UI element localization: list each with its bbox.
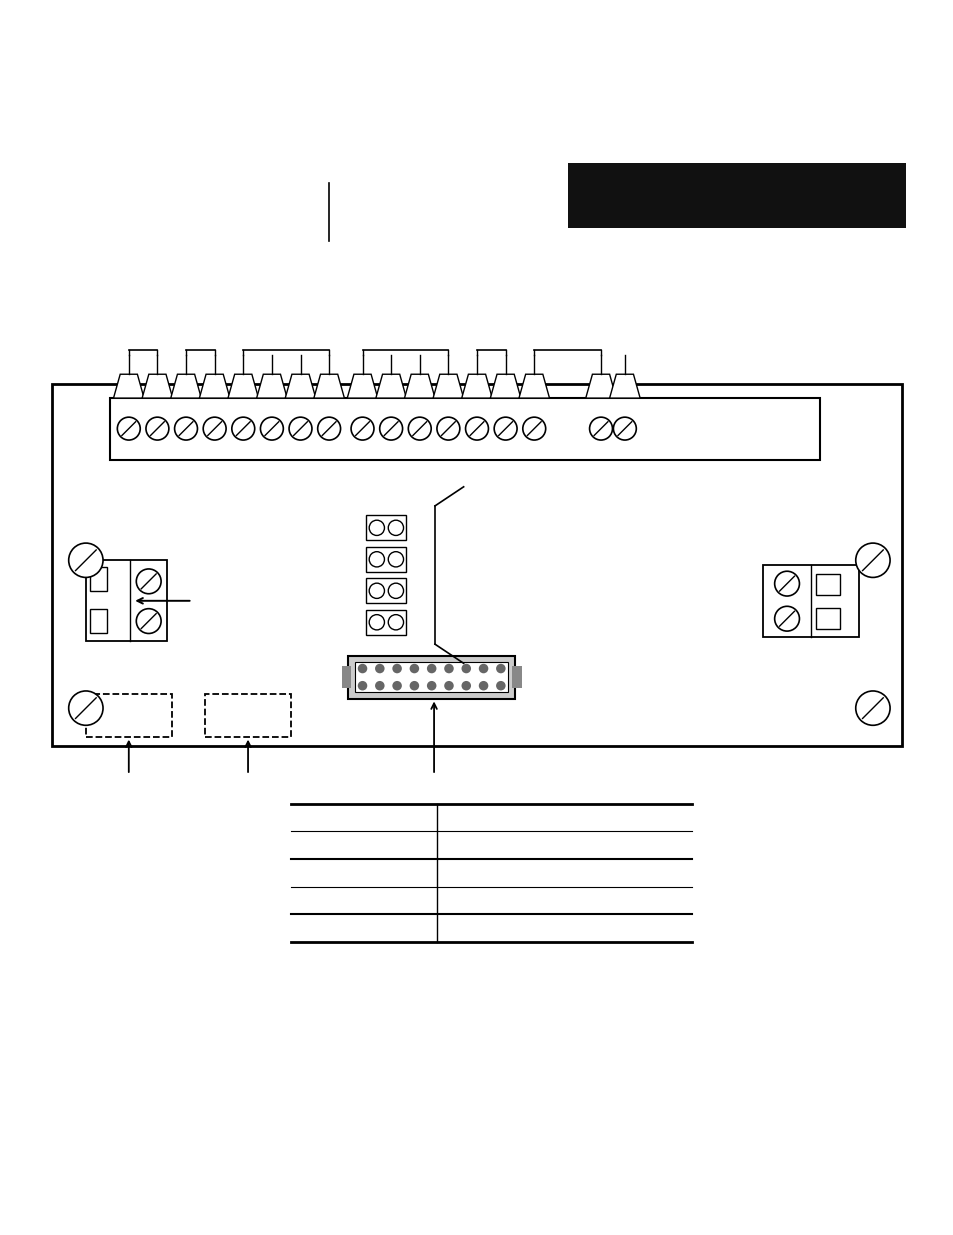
Circle shape xyxy=(136,569,161,594)
Circle shape xyxy=(388,615,403,630)
Circle shape xyxy=(392,680,401,690)
Circle shape xyxy=(427,680,436,690)
Bar xyxy=(512,667,521,688)
Polygon shape xyxy=(256,374,287,398)
Bar xyxy=(341,667,351,688)
Circle shape xyxy=(203,417,226,440)
Circle shape xyxy=(494,417,517,440)
Circle shape xyxy=(392,663,401,673)
Circle shape xyxy=(69,543,103,578)
Circle shape xyxy=(136,609,161,634)
Polygon shape xyxy=(433,374,463,398)
Polygon shape xyxy=(199,374,230,398)
Bar xyxy=(366,547,406,572)
Bar xyxy=(366,578,406,603)
Circle shape xyxy=(774,606,799,631)
Bar xyxy=(567,163,905,228)
Bar xyxy=(86,561,167,641)
Circle shape xyxy=(461,663,471,673)
Circle shape xyxy=(388,552,403,567)
Polygon shape xyxy=(285,374,315,398)
Bar xyxy=(366,610,406,635)
Circle shape xyxy=(478,663,488,673)
Circle shape xyxy=(774,572,799,597)
Bar xyxy=(366,515,406,540)
Circle shape xyxy=(232,417,254,440)
Circle shape xyxy=(522,417,545,440)
Polygon shape xyxy=(375,374,406,398)
Bar xyxy=(90,609,107,634)
Polygon shape xyxy=(585,374,616,398)
Bar xyxy=(110,398,820,461)
Circle shape xyxy=(369,520,384,536)
Polygon shape xyxy=(347,374,377,398)
Circle shape xyxy=(357,680,367,690)
Polygon shape xyxy=(461,374,492,398)
Circle shape xyxy=(461,680,471,690)
Polygon shape xyxy=(490,374,520,398)
Circle shape xyxy=(289,417,312,440)
Polygon shape xyxy=(314,374,344,398)
Bar xyxy=(815,574,839,595)
Circle shape xyxy=(146,417,169,440)
Bar xyxy=(52,384,901,746)
Circle shape xyxy=(408,417,431,440)
Bar xyxy=(355,662,508,692)
Circle shape xyxy=(369,583,384,599)
Circle shape xyxy=(496,680,505,690)
Circle shape xyxy=(117,417,140,440)
Circle shape xyxy=(478,680,488,690)
Circle shape xyxy=(174,417,197,440)
Bar xyxy=(348,656,515,699)
Polygon shape xyxy=(171,374,201,398)
Circle shape xyxy=(369,615,384,630)
Circle shape xyxy=(589,417,612,440)
Bar xyxy=(815,609,839,630)
Circle shape xyxy=(436,417,459,440)
Circle shape xyxy=(260,417,283,440)
Circle shape xyxy=(388,583,403,599)
Circle shape xyxy=(444,680,454,690)
Circle shape xyxy=(375,663,384,673)
Circle shape xyxy=(69,690,103,725)
Polygon shape xyxy=(518,374,549,398)
Polygon shape xyxy=(113,374,144,398)
Polygon shape xyxy=(609,374,639,398)
Circle shape xyxy=(855,690,889,725)
Circle shape xyxy=(317,417,340,440)
Circle shape xyxy=(444,663,454,673)
Circle shape xyxy=(351,417,374,440)
Circle shape xyxy=(496,663,505,673)
Polygon shape xyxy=(228,374,258,398)
Circle shape xyxy=(427,663,436,673)
Bar xyxy=(86,694,172,737)
Polygon shape xyxy=(142,374,172,398)
Circle shape xyxy=(409,663,418,673)
Polygon shape xyxy=(404,374,435,398)
Circle shape xyxy=(855,543,889,578)
Circle shape xyxy=(465,417,488,440)
Bar xyxy=(205,694,291,737)
Circle shape xyxy=(613,417,636,440)
Bar xyxy=(762,566,858,636)
Circle shape xyxy=(357,663,367,673)
Circle shape xyxy=(409,680,418,690)
Circle shape xyxy=(375,680,384,690)
Circle shape xyxy=(388,520,403,536)
Circle shape xyxy=(369,552,384,567)
Circle shape xyxy=(379,417,402,440)
Bar xyxy=(90,567,107,592)
